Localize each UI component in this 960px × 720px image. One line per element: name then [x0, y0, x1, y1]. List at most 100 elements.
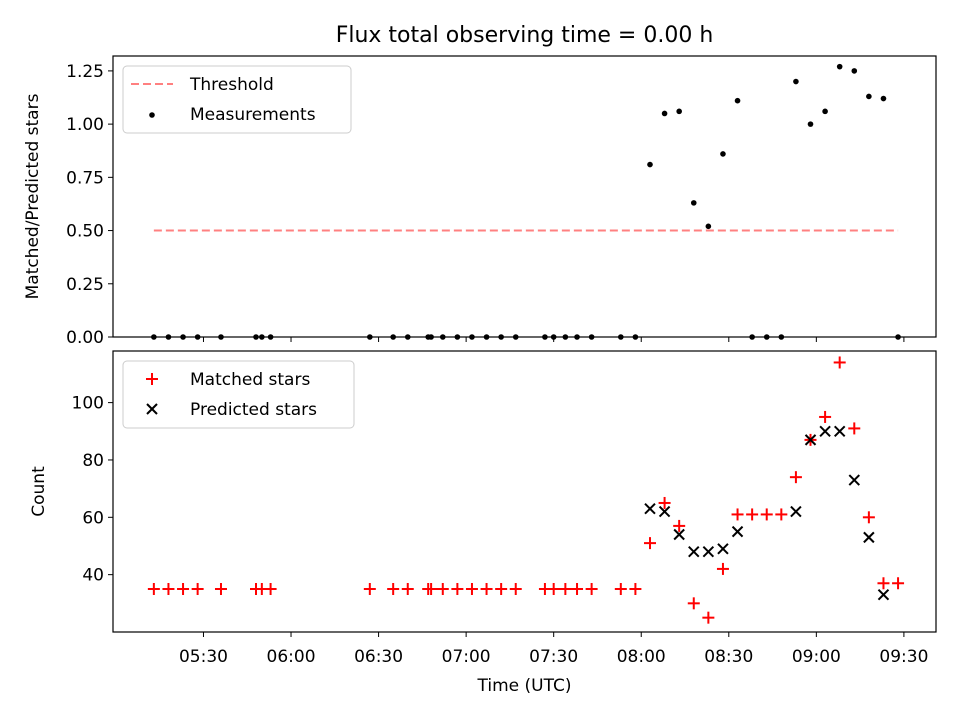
- predicted-star-marker: [673, 528, 685, 541]
- matched-star-marker: [162, 582, 175, 595]
- marker-stroke: [804, 434, 817, 446]
- matched-star-marker: [833, 356, 846, 369]
- predicted-star-marker: [877, 589, 890, 601]
- matched-star-marker: [509, 582, 522, 595]
- predicted-star-marker: [848, 474, 860, 486]
- measurement-point: [690, 200, 697, 206]
- matched-star-marker: [862, 511, 875, 524]
- y-tick-label: 100: [72, 394, 104, 414]
- matched-star-marker: [775, 508, 788, 521]
- top-legend: Threshold Measurements: [122, 65, 352, 134]
- matched-star-marker: [387, 582, 400, 595]
- predicted-star-marker: [644, 502, 656, 515]
- matched-star-marker: [746, 508, 759, 521]
- measurement-point: [720, 151, 726, 157]
- top-panel: Matched/Predicted stars Threshold Measur…: [23, 55, 937, 348]
- marker-stroke: [863, 531, 875, 544]
- marker-stroke: [644, 502, 656, 515]
- matched-star-marker: [629, 582, 642, 595]
- predicted-star-marker: [702, 546, 715, 558]
- bottom-panel: Count Time (UTC) Matched stars Predicted…: [29, 350, 937, 696]
- bottom-axes-frame: [112, 350, 937, 633]
- matched-star-marker: [264, 582, 277, 595]
- predicted-star-marker: [731, 525, 744, 538]
- predicted-star-marker: [863, 531, 875, 544]
- marker-stroke: [877, 589, 890, 601]
- bottom-plot-area: [147, 356, 905, 624]
- measurement-point: [880, 95, 887, 102]
- measurement-point: [836, 63, 843, 70]
- matched-star-marker: [614, 582, 627, 595]
- matched-star-marker: [687, 597, 700, 610]
- top-y-axis-label: Matched/Predicted stars: [23, 93, 43, 299]
- y-tick-label: 0.25: [66, 275, 104, 295]
- measurement-point: [851, 68, 858, 74]
- measurement-point: [647, 161, 653, 168]
- matched-star-marker: [673, 519, 686, 532]
- measurement-point: [822, 108, 828, 115]
- matched-star-marker: [147, 582, 160, 595]
- y-tick-label: 0.50: [66, 222, 104, 242]
- marker-stroke: [688, 546, 700, 558]
- matched-star-marker: [177, 582, 190, 595]
- matched-star-marker: [547, 582, 560, 595]
- legend-predicted-label: Predicted stars: [190, 400, 317, 420]
- predicted-star-marker: [790, 505, 802, 518]
- bottom-legend: Matched stars Predicted stars: [122, 360, 355, 429]
- measurement-point: [807, 121, 814, 127]
- x-axis-label: Time (UTC): [477, 676, 572, 696]
- matched-star-marker: [495, 582, 508, 595]
- predicted-star-marker: [833, 425, 846, 437]
- marker-stroke: [833, 425, 846, 437]
- x-tick-label: 07:30: [529, 647, 578, 667]
- top-axes-frame: [112, 55, 937, 338]
- matched-star-marker: [451, 582, 464, 595]
- matched-star-marker: [892, 577, 905, 590]
- legend-threshold-label: Threshold: [189, 75, 274, 95]
- matched-star-marker: [585, 582, 598, 595]
- top-legend-box: [122, 65, 352, 134]
- matched-star-marker: [214, 582, 227, 595]
- matched-star-marker: [848, 422, 861, 435]
- matched-star-marker: [658, 496, 671, 509]
- x-tick-label: 06:30: [354, 647, 403, 667]
- predicted-star-marker: [804, 434, 817, 446]
- matched-star-marker: [760, 508, 773, 521]
- x-tick-label: 07:00: [442, 647, 491, 667]
- marker-stroke: [673, 528, 685, 541]
- x-tick-label: 09:00: [792, 647, 841, 667]
- predicted-star-marker: [688, 546, 700, 558]
- predicted-star-marker: [658, 505, 671, 518]
- marker-stroke: [658, 505, 671, 518]
- matched-star-marker: [877, 577, 890, 590]
- y-tick-label: 40: [82, 566, 104, 586]
- marker-stroke: [790, 505, 802, 518]
- marker-stroke: [731, 525, 744, 538]
- y-tick-label: 1.25: [66, 62, 104, 82]
- matched-star-marker: [559, 582, 572, 595]
- predicted-star-marker: [717, 543, 729, 555]
- marker-stroke: [848, 474, 860, 486]
- bottom-y-axis-label: Count: [29, 466, 49, 517]
- y-tick-label: 0.00: [66, 328, 104, 348]
- matched-star-marker: [731, 508, 744, 521]
- measurement-point: [734, 97, 741, 104]
- matched-star-marker: [401, 582, 414, 595]
- legend-measurements-label: Measurements: [190, 105, 316, 125]
- marker-stroke: [819, 425, 831, 437]
- y-tick-label: 60: [82, 508, 104, 528]
- legend-measurement-marker: [149, 112, 155, 118]
- matched-star-marker: [571, 582, 584, 595]
- matched-star-marker: [480, 582, 493, 595]
- x-tick-label: 08:30: [704, 647, 753, 667]
- x-tick-label: 09:30: [879, 647, 928, 667]
- y-tick-label: 1.00: [66, 115, 104, 135]
- y-tick-label: 80: [82, 451, 104, 471]
- matched-star-marker: [716, 562, 729, 575]
- bottom-legend-box: [122, 360, 355, 429]
- marker-stroke: [717, 543, 729, 555]
- x-tick-label: 05:30: [179, 647, 228, 667]
- matched-star-marker: [425, 582, 438, 595]
- measurement-point: [793, 78, 799, 85]
